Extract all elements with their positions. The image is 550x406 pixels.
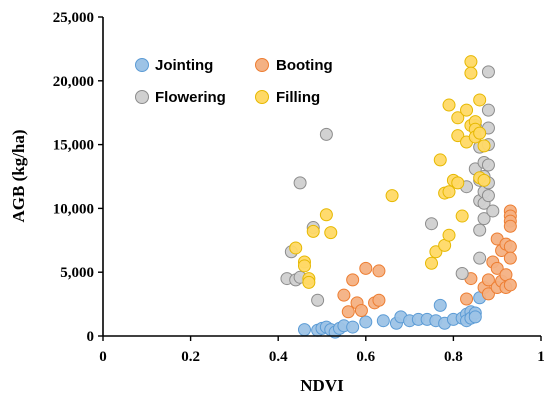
x-tick-label: 0.4 — [269, 349, 288, 365]
data-point-booting — [341, 305, 355, 319]
data-point-filling — [442, 98, 456, 112]
data-point-booting — [372, 293, 386, 307]
data-point-filling — [297, 259, 311, 273]
x-tick-label: 0 — [99, 349, 107, 365]
legend-marker-jointing — [135, 58, 149, 72]
y-tick-label: 5,000 — [60, 265, 94, 281]
data-point-booting — [354, 303, 368, 317]
x-tick-label: 0.2 — [181, 349, 200, 365]
x-axis-title: NDVI — [300, 376, 344, 395]
data-point-flowering — [477, 212, 491, 226]
data-point-filling — [451, 111, 465, 125]
data-point-booting — [503, 219, 517, 233]
data-point-filling — [477, 139, 491, 153]
data-point-jointing — [468, 310, 482, 324]
data-point-booting — [346, 273, 360, 287]
legend-label-booting: Booting — [276, 57, 333, 74]
y-axis-title: AGB (kg/ha) — [9, 129, 28, 222]
data-point-flowering — [319, 127, 333, 141]
data-point-booting — [490, 261, 504, 275]
data-point-filling — [425, 256, 438, 270]
x-tick-label: 0.6 — [356, 349, 375, 365]
legend-label-jointing: Jointing — [155, 57, 213, 74]
data-point-booting — [481, 287, 495, 301]
data-point-booting — [372, 264, 386, 278]
data-point-filling — [385, 189, 399, 203]
data-point-flowering — [473, 223, 487, 237]
y-tick-label: 15,000 — [53, 138, 94, 154]
data-point-filling — [464, 55, 478, 69]
data-point-flowering — [311, 293, 325, 307]
data-point-flowering — [481, 65, 495, 79]
data-point-booting — [359, 261, 373, 275]
data-point-filling — [289, 241, 303, 255]
data-point-filling — [473, 93, 487, 107]
x-tick-label: 1 — [537, 349, 545, 365]
data-point-flowering — [481, 158, 495, 172]
legend-marker-flowering — [135, 90, 149, 104]
data-point-booting — [503, 251, 517, 265]
y-tick-label: 20,000 — [53, 74, 94, 90]
data-point-filling — [451, 176, 465, 190]
data-point-filling — [324, 226, 338, 240]
x-tick-label: 0.8 — [444, 349, 463, 365]
y-tick-label: 10,000 — [53, 201, 94, 217]
data-point-filling — [451, 129, 465, 143]
data-point-flowering — [481, 189, 495, 203]
y-tick-label: 25,000 — [53, 10, 94, 26]
data-point-jointing — [376, 314, 390, 328]
legend-label-filling: Filling — [276, 89, 320, 106]
data-point-filling — [442, 228, 456, 242]
data-point-filling — [455, 209, 469, 223]
data-point-booting — [337, 288, 351, 302]
data-point-filling — [319, 208, 333, 222]
legend-label-flowering: Flowering — [155, 89, 226, 106]
data-points — [280, 55, 517, 339]
legend-marker-filling — [255, 90, 269, 104]
data-point-booting — [460, 292, 474, 306]
data-point-filling — [442, 185, 456, 199]
y-ticks: 0 5,000 10,000 15,000 20,000 25,000 — [53, 10, 103, 345]
data-point-booting — [503, 240, 517, 254]
data-point-flowering — [486, 204, 500, 218]
data-point-flowering — [455, 266, 469, 280]
data-point-filling — [473, 126, 487, 140]
data-point-filling — [464, 66, 478, 80]
data-point-booting — [481, 273, 495, 287]
data-point-flowering — [425, 217, 438, 231]
data-point-filling — [302, 275, 316, 289]
y-tick-label: 0 — [87, 329, 95, 345]
data-point-flowering — [481, 103, 495, 117]
legend: Jointing Booting Flowering Filling — [135, 57, 333, 106]
data-point-booting — [503, 278, 517, 292]
data-point-filling — [460, 103, 474, 117]
x-ticks: 0 0.2 0.4 0.6 0.8 1 — [99, 336, 545, 365]
legend-marker-booting — [255, 58, 269, 72]
data-point-jointing — [346, 320, 360, 334]
data-point-flowering — [473, 251, 487, 265]
data-point-jointing — [297, 323, 311, 337]
data-point-filling — [429, 245, 443, 259]
data-point-flowering — [293, 176, 307, 190]
data-point-filling — [306, 224, 320, 238]
data-point-jointing — [433, 298, 447, 312]
data-point-jointing — [359, 315, 373, 329]
data-point-filling — [433, 153, 447, 167]
data-point-filling — [477, 173, 491, 187]
